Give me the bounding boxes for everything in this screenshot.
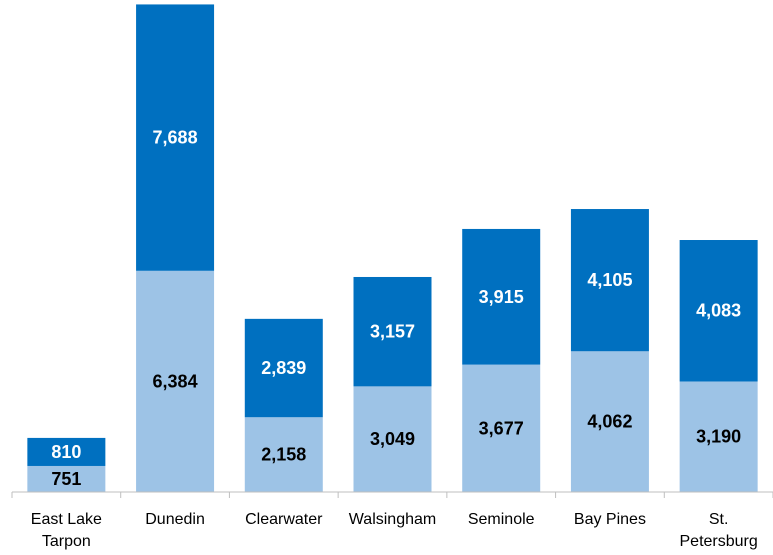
bar-segment-2-7	[679, 240, 758, 382]
bar-segment-1-7	[679, 381, 758, 492]
value-label-1-7: 3,190	[696, 427, 741, 447]
value-label-1-6: 4,062	[587, 412, 632, 432]
category-label-6: Bay Pines	[574, 511, 646, 528]
category-label-2: Dunedin	[145, 511, 205, 528]
bar-segment-1-3	[244, 417, 323, 492]
value-label-2-4: 3,157	[370, 322, 415, 342]
value-labels-group: 751 810 6,384 7,688 2,158 2,839 3,049 3,157 3,67…	[51, 128, 741, 489]
category-label-1: East Lake Tarpon	[31, 511, 102, 550]
value-label-2-6: 4,105	[587, 270, 632, 290]
category-labels-group: East Lake Tarpon Dunedin Clearwater Walsingh…	[31, 511, 758, 550]
x-axis	[11, 491, 773, 498]
value-label-1-4: 3,049	[370, 429, 415, 449]
value-label-2-3: 2,839	[261, 358, 306, 378]
value-label-1-1: 751	[51, 469, 81, 489]
value-label-2-1: 810	[51, 442, 81, 462]
bar-segment-1-4	[353, 386, 432, 492]
value-label-1-3: 2,158	[261, 445, 306, 465]
category-label-7: St. Petersburg	[680, 511, 758, 550]
category-label-4: Walsingham	[349, 511, 436, 528]
value-label-1-5: 3,677	[479, 418, 524, 438]
bar-segment-1-6	[570, 351, 649, 492]
bar-segment-2-2	[136, 4, 215, 271]
bar-segment-2-5	[462, 228, 541, 365]
value-label-2-7: 4,083	[696, 301, 741, 321]
value-label-1-2: 6,384	[153, 371, 198, 391]
value-label-2-2: 7,688	[153, 128, 198, 148]
bar-segment-2-3	[244, 318, 323, 418]
value-label-2-5: 3,915	[479, 287, 524, 307]
bar-segment-1-1	[27, 465, 106, 492]
category-label-3: Clearwater	[245, 511, 323, 528]
bar-segment-1-5	[462, 364, 541, 492]
bar-segment-2-1	[27, 437, 106, 466]
bar-segment-1-2	[136, 270, 215, 492]
bar-segment-2-6	[570, 209, 649, 352]
bar-segment-2-4	[353, 276, 432, 387]
bars-group	[27, 4, 758, 492]
category-label-5: Seminole	[468, 511, 535, 528]
